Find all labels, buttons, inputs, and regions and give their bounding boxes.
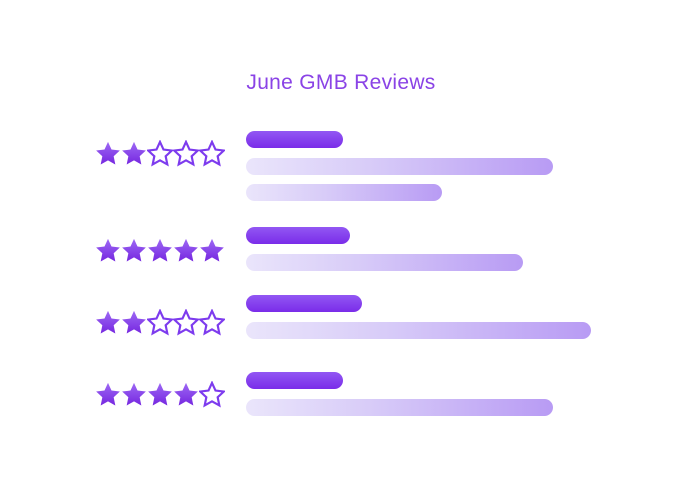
star-outline-icon <box>173 140 199 167</box>
star-filled-icon <box>122 141 146 165</box>
star-filled-icon <box>96 238 120 262</box>
star-filled-icon <box>174 382 198 406</box>
star-outline-icon <box>199 381 225 408</box>
star-rating <box>95 140 225 167</box>
star-filled-icon <box>174 238 198 262</box>
star-outline-icon <box>199 309 225 336</box>
star-filled-icon <box>148 382 172 406</box>
star-outline-icon <box>199 140 225 167</box>
star-filled-icon <box>96 141 120 165</box>
star-outline-icon <box>147 140 173 167</box>
star-filled-icon <box>122 382 146 406</box>
star-rating <box>95 237 225 264</box>
review-bar-solid <box>246 295 362 312</box>
review-bar-gradient <box>246 254 523 271</box>
chart-title: June GMB Reviews <box>246 71 436 94</box>
star-rating <box>95 309 225 336</box>
review-bar-gradient <box>246 322 591 339</box>
review-bar-gradient <box>246 184 442 201</box>
review-bar-solid <box>246 131 343 148</box>
star-filled-icon <box>96 310 120 334</box>
review-bar-gradient <box>246 399 553 416</box>
star-filled-icon <box>122 238 146 262</box>
review-bar-solid <box>246 227 350 244</box>
star-outline-icon <box>147 309 173 336</box>
star-filled-icon <box>96 382 120 406</box>
review-bar-gradient <box>246 158 553 175</box>
review-bar-solid <box>246 372 343 389</box>
star-filled-icon <box>200 238 224 262</box>
star-filled-icon <box>148 238 172 262</box>
star-filled-icon <box>122 310 146 334</box>
star-rating <box>95 381 225 408</box>
star-outline-icon <box>173 309 199 336</box>
